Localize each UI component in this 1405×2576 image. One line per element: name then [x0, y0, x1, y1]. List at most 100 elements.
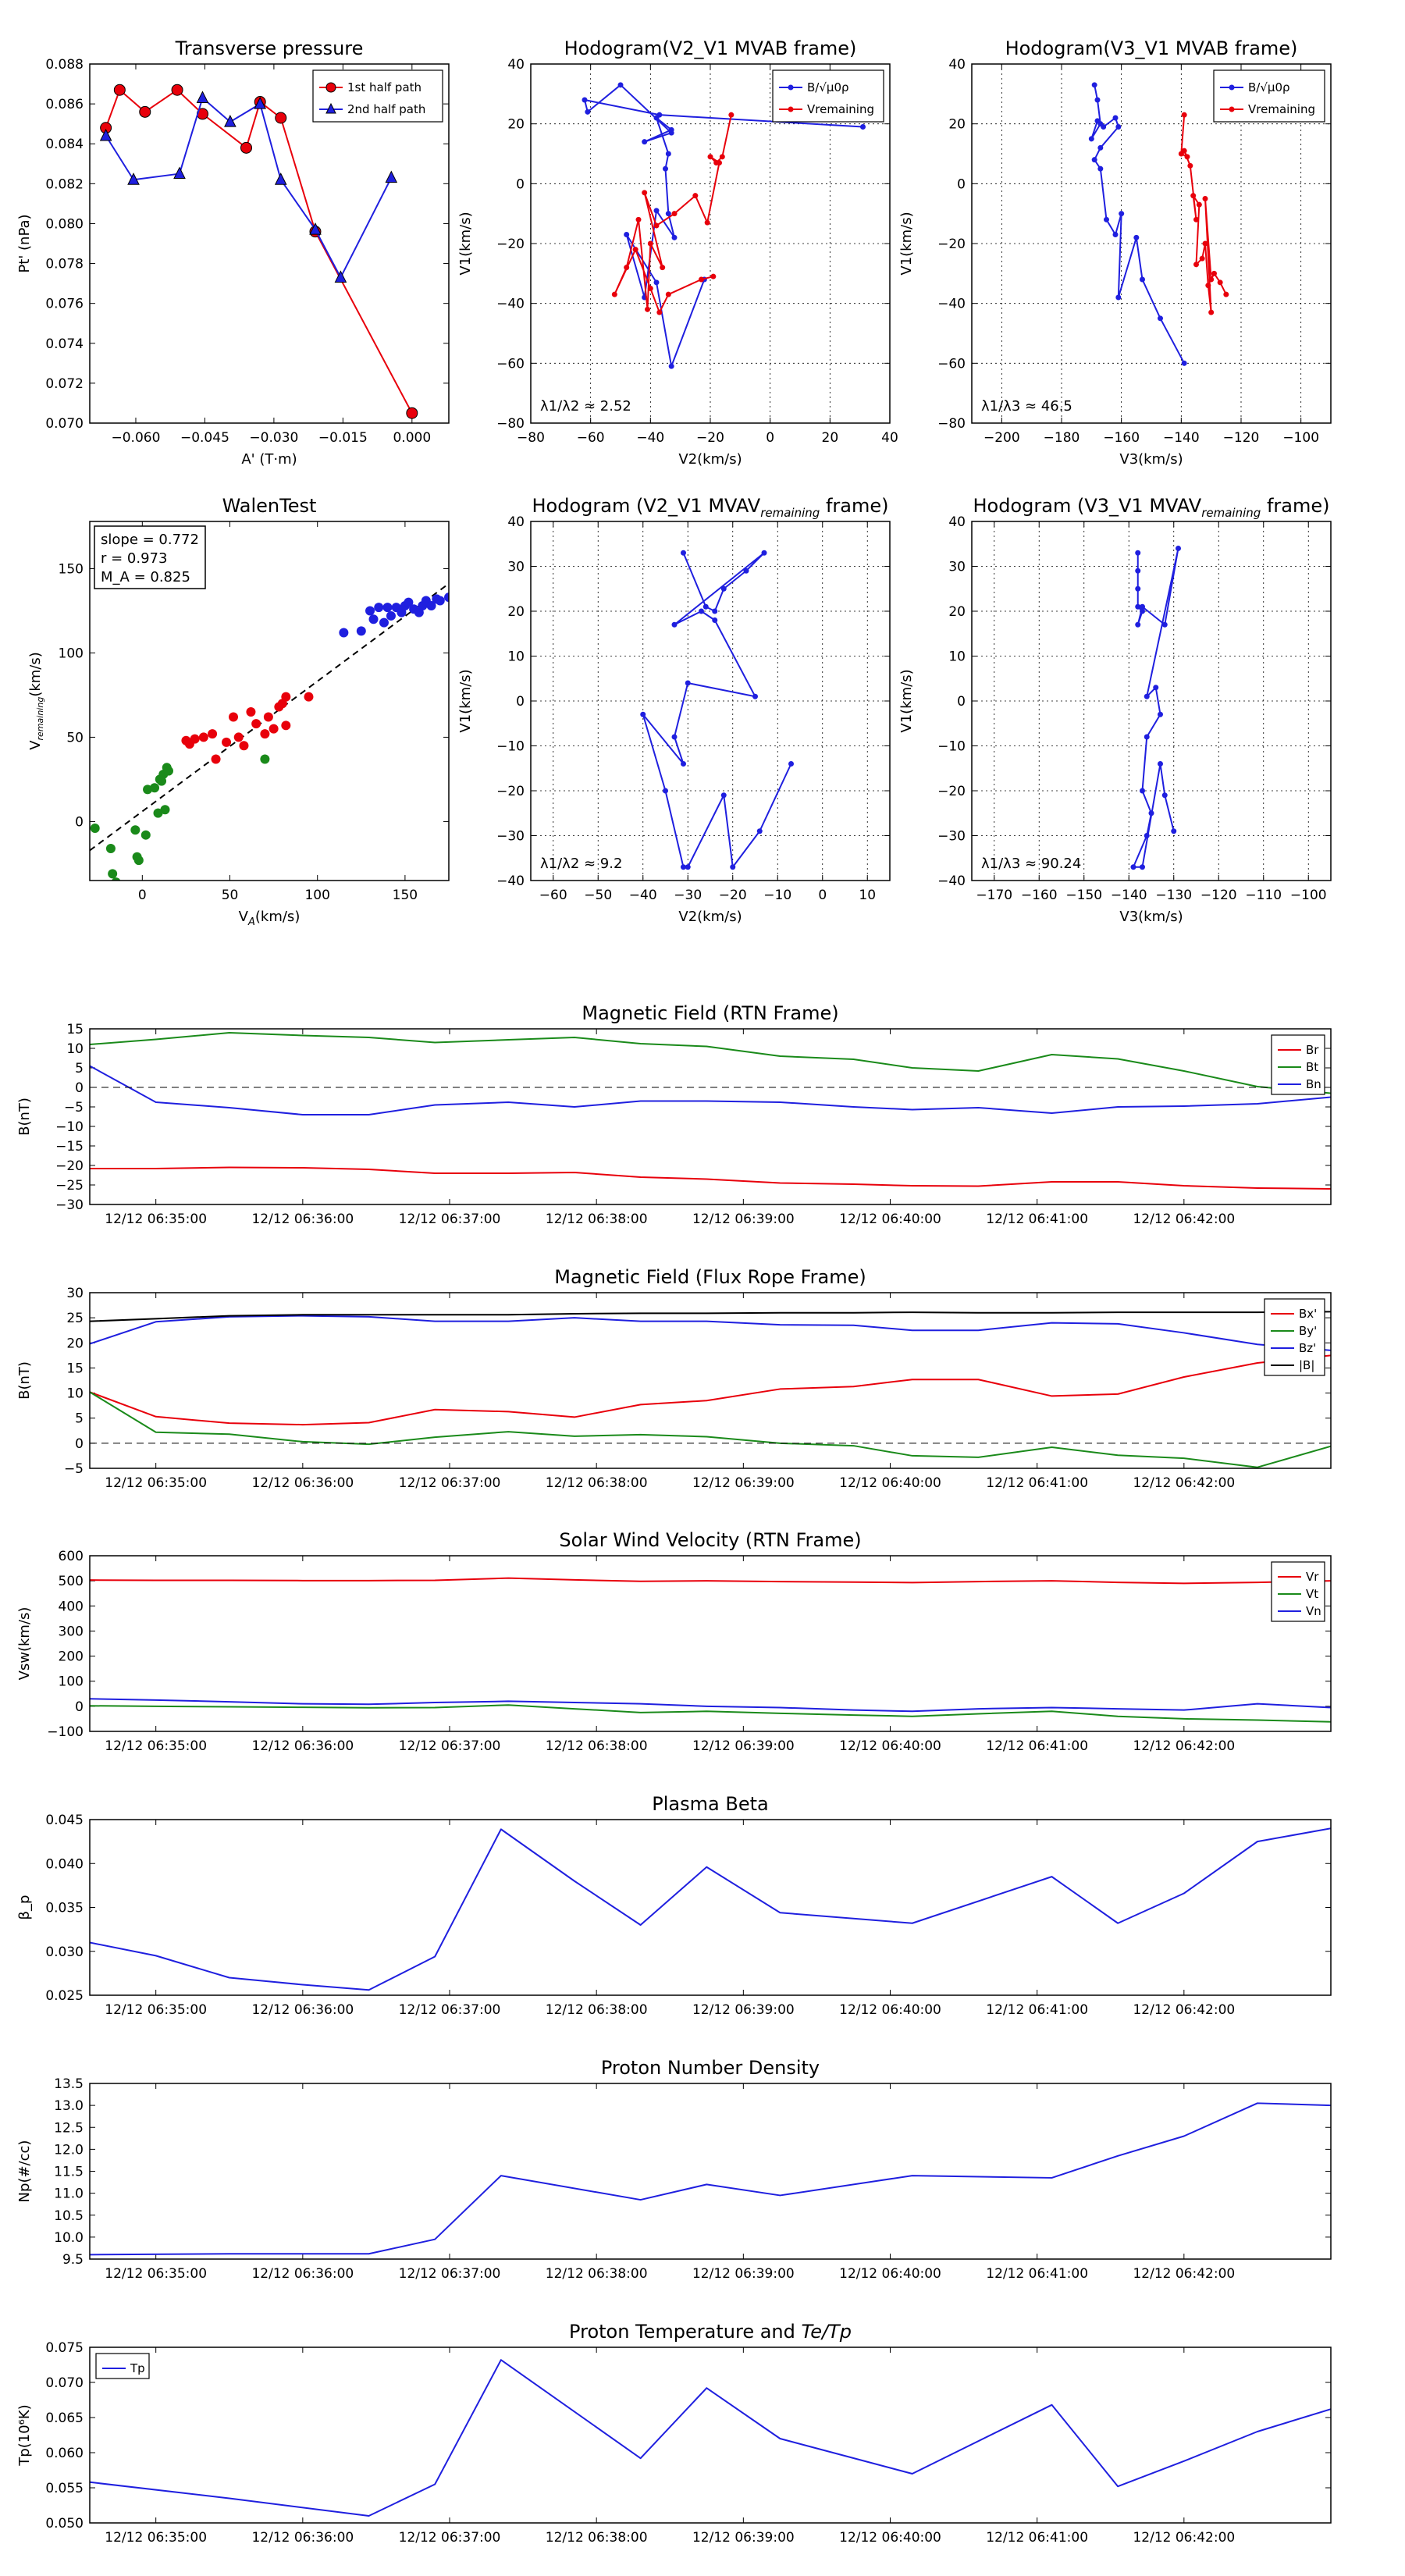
y-tick-label: 15: [66, 1361, 84, 1376]
data-point: [1161, 621, 1168, 628]
x-tick-label: −0.045: [180, 430, 229, 446]
y-tick-label: 20: [507, 117, 525, 133]
data-point: [617, 82, 624, 88]
y-tick-label: 13.5: [54, 2076, 84, 2092]
x-tick-label: −150: [1065, 888, 1102, 903]
series-line: [90, 1065, 1331, 1115]
data-point: [108, 869, 118, 879]
data-point: [1181, 112, 1187, 118]
x-tick-label: −160: [1103, 430, 1140, 446]
x-tick-label: 12/12 06:40:00: [839, 2266, 941, 2282]
data-point: [632, 247, 638, 253]
series-Np: [90, 2102, 1331, 2256]
x-tick-label: 0.000: [393, 430, 431, 446]
y-tick-label: −10: [496, 739, 525, 755]
y-tick-label: 0: [957, 694, 966, 710]
legend-label: Bt: [1306, 1060, 1318, 1074]
data-point: [304, 692, 314, 702]
plot-content: [90, 2359, 1331, 2517]
data-point: [90, 824, 100, 834]
data-point: [1104, 216, 1109, 222]
data-point: [788, 761, 794, 767]
data-point: [756, 828, 763, 834]
axes-frame: [89, 2347, 1332, 2524]
data-point: [1130, 864, 1136, 870]
y-tick-label: 10: [66, 1386, 84, 1402]
data-point: [624, 265, 630, 271]
x-tick-label: 12/12 06:42:00: [1133, 2266, 1235, 2282]
data-point: [653, 279, 660, 286]
data-point: [1119, 211, 1125, 217]
data-point: [647, 240, 653, 247]
data-point: [1208, 276, 1215, 283]
data-point: [743, 568, 749, 574]
data-point: [1202, 196, 1208, 201]
data-point: [263, 712, 273, 722]
data-point: [699, 608, 704, 614]
data-point: [365, 606, 375, 616]
series-line: [90, 1032, 1331, 1094]
data-point: [704, 219, 710, 226]
y-axis-label: V1(km/s): [898, 669, 915, 732]
x-tick-label: −40: [629, 888, 657, 903]
series-line: [90, 1354, 1331, 1426]
x-tick-label: −20: [696, 430, 724, 446]
chart-title: WalenTest: [222, 495, 317, 517]
data-point: [645, 306, 650, 312]
y-tick-label: 0: [516, 176, 525, 192]
y-tick-label: 10.0: [54, 2230, 84, 2246]
y-tick-label: 0: [75, 1436, 84, 1452]
x-tick-label: 12/12 06:42:00: [1133, 1475, 1235, 1491]
x-tick-label: −140: [1111, 888, 1147, 903]
series-V: [1130, 546, 1181, 870]
data-point: [140, 830, 151, 840]
data-point: [692, 193, 699, 199]
plot-content: [90, 1577, 1331, 1723]
series-red: [181, 692, 314, 764]
x-tick-label: 12/12 06:42:00: [1133, 2002, 1235, 2018]
data-point: [1094, 97, 1101, 103]
legend: Vr Vt Vn: [1271, 1561, 1325, 1622]
data-point: [1187, 162, 1193, 169]
x-axis-label: V3(km/s): [1119, 451, 1183, 468]
x-tick-label: 12/12 06:42:00: [1133, 1212, 1235, 1227]
data-point: [730, 864, 736, 870]
x-axis-label: A' (T·m): [241, 451, 297, 468]
data-point: [1211, 270, 1217, 276]
axes-frame: [89, 1555, 1332, 1732]
x-tick-label: 150: [393, 888, 418, 903]
y-tick-label: −30: [496, 829, 525, 845]
data-point: [728, 112, 735, 118]
y-tick-label: −20: [496, 237, 525, 252]
series-Vremaining: [611, 112, 735, 315]
y-tick-label: 400: [59, 1599, 84, 1614]
chart-h1: −80 −60 −40 −20 0 20 40 −80 −60 −40 −20 0 20 40 Hodogr…: [457, 37, 898, 468]
series-line: [90, 2359, 1331, 2517]
legend-label: B/√μ0ρ: [1248, 80, 1290, 94]
y-tick-label: 20: [66, 1336, 84, 1351]
chart-vsw: 12/12 06:35:00 12/12 06:36:00 12/12 06:37:…: [16, 1529, 1332, 1754]
y-tick-label: 12.0: [54, 2142, 84, 2158]
data-point: [275, 112, 287, 124]
axes-frame: [89, 1292, 1332, 1469]
y-tick-label: 40: [507, 57, 525, 73]
x-tick-label: −100: [1290, 888, 1327, 903]
x-tick-label: 12/12 06:37:00: [399, 1738, 501, 1754]
legend: Bx' By' Bz' |B|: [1264, 1298, 1325, 1376]
y-tick-label: 10: [948, 649, 966, 665]
data-point: [1196, 201, 1202, 208]
series-By: [90, 1391, 1331, 1468]
data-point: [642, 190, 648, 196]
data-point: [668, 363, 674, 369]
x-tick-label: −120: [1223, 430, 1260, 446]
data-point: [1158, 761, 1163, 767]
data-point: [240, 141, 253, 154]
chart-tpt: 12/12 06:35:00 12/12 06:36:00 12/12 06:37:…: [16, 2321, 1332, 2546]
stats-line: r = 0.973: [101, 550, 167, 567]
x-tick-label: −100: [1282, 430, 1319, 446]
data-point: [1135, 621, 1141, 628]
x-tick-label: −40: [636, 430, 664, 446]
chart-mag_fr: 12/12 06:35:00 12/12 06:36:00 12/12 06:37:…: [16, 1266, 1332, 1491]
series-Bx: [90, 1354, 1331, 1426]
y-tick-label: 50: [66, 730, 84, 745]
